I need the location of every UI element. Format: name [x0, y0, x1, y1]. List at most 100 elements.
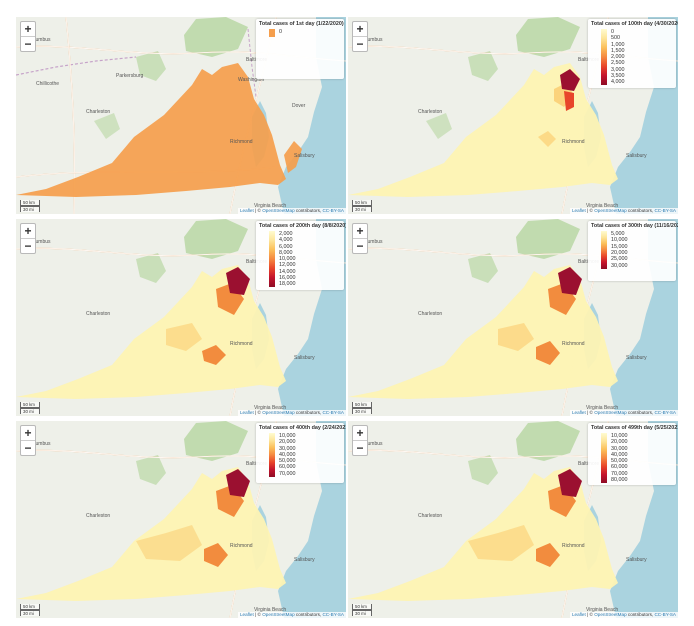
- legend-color-ramp: [269, 29, 275, 37]
- minus-icon[interactable]: −: [21, 36, 35, 51]
- plus-icon[interactable]: +: [356, 426, 364, 440]
- legend-tick: 20,000: [611, 249, 628, 256]
- license-link[interactable]: CC-BY-SA: [654, 612, 676, 617]
- legend-tick: 4,000: [611, 79, 625, 86]
- legend: Total cases of 300th day (11/16/2020) 5,…: [588, 221, 678, 281]
- attribution: Leaflet | © OpenStreetMap contributors, …: [237, 612, 346, 618]
- svg-text:Columbus: Columbus: [360, 37, 383, 43]
- legend-title: Total cases of 100th day (4/30/2020): [591, 21, 678, 27]
- leaflet-link[interactable]: Leaflet: [239, 208, 254, 213]
- plus-icon[interactable]: +: [24, 22, 32, 36]
- svg-text:Salisbury: Salisbury: [294, 153, 315, 159]
- osm-link[interactable]: OpenStreetMap: [594, 410, 627, 415]
- legend: Total cases of 1st day (1/22/2020) 0: [256, 19, 344, 79]
- legend-tick: 60,000: [611, 464, 628, 471]
- minus-icon[interactable]: −: [21, 440, 35, 455]
- scale-bar: 50 km 30 mi: [20, 200, 40, 212]
- legend: Total cases of 400th day (2/24/2021) 10,…: [256, 423, 346, 483]
- license-link[interactable]: CC-BY-SA: [654, 410, 676, 415]
- plus-icon[interactable]: +: [356, 22, 364, 36]
- license-link[interactable]: CC-BY-SA: [654, 208, 676, 213]
- svg-text:Washington: Washington: [238, 77, 264, 83]
- legend-tick: 40,000: [611, 451, 628, 458]
- legend-tick: 40,000: [279, 451, 296, 458]
- svg-text:Richmond: Richmond: [562, 341, 585, 347]
- legend-tick: 2,000: [611, 54, 625, 61]
- legend-tick: 30,000: [279, 445, 296, 452]
- legend-tick: 10,000: [611, 433, 628, 439]
- legend-tick: 1,000: [611, 41, 625, 48]
- legend-tick: 60,000: [279, 464, 296, 471]
- svg-text:Chillicothe: Chillicothe: [36, 81, 59, 87]
- svg-text:Salisbury: Salisbury: [294, 557, 315, 563]
- minus-icon[interactable]: −: [353, 238, 367, 253]
- legend-tick: 12,000: [279, 262, 296, 269]
- svg-text:Salisbury: Salisbury: [626, 355, 647, 361]
- legend-title: Total cases of 1st day (1/22/2020): [259, 21, 344, 27]
- zoom-control: + −: [352, 425, 368, 456]
- plus-icon[interactable]: +: [24, 426, 32, 440]
- legend-tick: 10,000: [279, 256, 296, 263]
- svg-text:Virginia Beach: Virginia Beach: [586, 607, 618, 613]
- plus-icon[interactable]: +: [24, 224, 32, 238]
- legend-tick: 500: [611, 35, 620, 42]
- legend-title: Total cases of 499th day (5/25/2021): [591, 425, 678, 431]
- legend: Total cases of 499th day (5/25/2021) 10,…: [588, 423, 678, 486]
- leaflet-link[interactable]: Leaflet: [239, 612, 254, 617]
- osm-link[interactable]: OpenStreetMap: [262, 208, 295, 213]
- legend-title: Total cases of 300th day (11/16/2020): [591, 223, 678, 229]
- svg-text:Virginia Beach: Virginia Beach: [586, 405, 618, 411]
- zoom-control: + −: [20, 21, 36, 52]
- svg-text:Columbus: Columbus: [28, 441, 51, 447]
- legend-tick: 50,000: [611, 458, 628, 465]
- legend-tick: 80,000: [611, 477, 628, 484]
- osm-link[interactable]: OpenStreetMap: [594, 208, 627, 213]
- leaflet-link[interactable]: Leaflet: [239, 410, 254, 415]
- legend-tick: 5,000: [611, 231, 625, 237]
- svg-text:Charleston: Charleston: [86, 311, 110, 317]
- legend-tick: 30,000: [611, 445, 628, 452]
- attribution: Leaflet | © OpenStreetMap contributors, …: [569, 410, 678, 416]
- minus-icon[interactable]: −: [353, 36, 367, 51]
- legend-tick: 4,000: [279, 237, 293, 244]
- legend-tick: 6,000: [279, 243, 293, 250]
- legend-tick: 30,000: [611, 262, 628, 269]
- legend-tick: 15,000: [611, 243, 628, 250]
- osm-link[interactable]: OpenStreetMap: [262, 410, 295, 415]
- osm-link[interactable]: OpenStreetMap: [262, 612, 295, 617]
- legend-tick: 2,000: [279, 231, 293, 237]
- scale-bar: 50 km 30 mi: [20, 402, 40, 414]
- virginia-choropleth[interactable]: [16, 63, 286, 197]
- license-link[interactable]: CC-BY-SA: [322, 410, 344, 415]
- svg-text:Charleston: Charleston: [418, 513, 442, 519]
- legend-tick: 8,000: [279, 249, 293, 256]
- svg-text:Parkersburg: Parkersburg: [116, 73, 143, 79]
- scale-bar: 50 km 30 mi: [352, 402, 372, 414]
- legend-color-ramp: [601, 29, 607, 85]
- legend: Total cases of 200th day (8/8/2020) 2,00…: [256, 221, 346, 290]
- svg-text:Dover: Dover: [292, 103, 306, 109]
- attribution: Leaflet | © OpenStreetMap contributors, …: [569, 208, 678, 214]
- license-link[interactable]: CC-BY-SA: [322, 612, 344, 617]
- svg-text:Salisbury: Salisbury: [294, 355, 315, 361]
- plus-icon[interactable]: +: [356, 224, 364, 238]
- minus-icon[interactable]: −: [21, 238, 35, 253]
- leaflet-link[interactable]: Leaflet: [571, 410, 586, 415]
- svg-text:Charleston: Charleston: [86, 513, 110, 519]
- svg-text:Richmond: Richmond: [230, 139, 253, 145]
- minus-icon[interactable]: −: [353, 440, 367, 455]
- virginia-choropleth[interactable]: [348, 63, 618, 197]
- leaflet-link[interactable]: Leaflet: [571, 208, 586, 213]
- leaflet-link[interactable]: Leaflet: [571, 612, 586, 617]
- osm-link[interactable]: OpenStreetMap: [594, 612, 627, 617]
- svg-text:Charleston: Charleston: [86, 109, 110, 115]
- legend-tick: 18,000: [279, 281, 296, 288]
- license-link[interactable]: CC-BY-SA: [322, 208, 344, 213]
